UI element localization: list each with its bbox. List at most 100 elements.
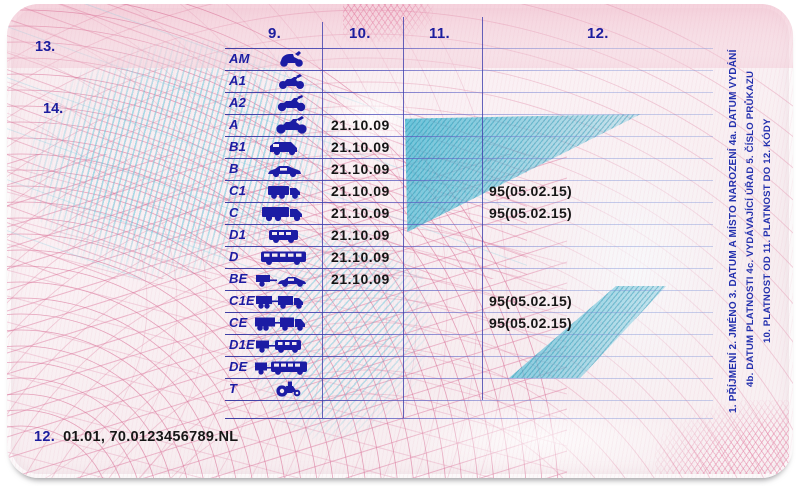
category-row: D1 21.10.09 (0, 224, 800, 246)
minibus-icon (252, 225, 318, 245)
truck-small-trailer-icon (252, 291, 318, 311)
issue-date: 21.10.09 (331, 139, 390, 155)
column-header-12: 12. (587, 25, 609, 42)
table-hline (225, 180, 713, 182)
codes-line: 12. 01.01, 70.0123456789.NL (34, 429, 238, 445)
category-row: T (0, 378, 800, 400)
bus-trailer-icon (252, 357, 318, 377)
table-hline (225, 48, 713, 50)
codes-line-value: 01.01, 70.0123456789.NL (63, 429, 239, 445)
table-vline (403, 17, 405, 418)
white-highlight-bottom (399, 400, 689, 478)
table-hline (225, 356, 713, 358)
table-vline (482, 17, 484, 400)
table-hline (225, 418, 713, 420)
table-hline (225, 400, 713, 402)
table-hline (225, 378, 713, 380)
category-row: B1 21.10.09 (0, 136, 800, 158)
category-code: D1E (229, 337, 255, 352)
category-code: B (229, 161, 239, 176)
truck-trailer-icon (252, 313, 318, 333)
moped-icon (252, 49, 318, 69)
table-hline (225, 246, 713, 248)
pink-bottom-band (7, 4, 793, 68)
issue-date: 21.10.09 (331, 249, 390, 265)
category-code: C1E (229, 293, 255, 308)
issue-date: 21.10.09 (331, 117, 390, 133)
code-95: 95(05.02.15) (489, 293, 572, 309)
category-code: C (229, 205, 239, 220)
codes-line-prefix: 12. (34, 429, 56, 445)
motorcycle-icon (252, 93, 318, 113)
category-code: DE (229, 359, 248, 374)
motorcycle-small-icon (252, 71, 318, 91)
code-95: 95(05.02.15) (489, 315, 572, 331)
category-row: B 21.10.09 (0, 158, 800, 180)
van-icon (252, 137, 318, 157)
issue-date: 21.10.09 (331, 271, 390, 287)
table-hline (225, 268, 713, 270)
issue-date: 21.10.09 (331, 161, 390, 177)
category-code: AM (229, 51, 250, 66)
table-hline (225, 290, 713, 292)
category-row: C1 21.10.09 95(05.02.15) (0, 180, 800, 202)
column-header-9: 9. (268, 25, 282, 42)
issue-date: 21.10.09 (331, 183, 390, 199)
pink-mesh-corner (655, 400, 789, 474)
column-header-10: 10. (349, 25, 371, 42)
category-row: A2 (0, 92, 800, 114)
category-row: A1 (0, 70, 800, 92)
category-code: A1 (229, 73, 247, 88)
table-hline (225, 114, 713, 116)
table-hline (225, 202, 713, 204)
motorcycle-large-icon (252, 115, 318, 135)
category-code: D (229, 249, 239, 264)
code-95: 95(05.02.15) (489, 205, 572, 221)
table-vline (322, 22, 324, 418)
side-legend-line1: 1. PŘÍJMENÍ 2. JMÉNO 3. DATUM A MÍSTO NA… (728, 49, 739, 413)
table-hline (225, 312, 713, 314)
category-row: D 21.10.09 (0, 246, 800, 268)
code-95: 95(05.02.15) (489, 183, 572, 199)
truck-icon (252, 203, 318, 223)
category-code: A2 (229, 95, 247, 110)
column-header-11: 11. (429, 25, 450, 42)
table-hline (225, 224, 713, 226)
table-hline (225, 136, 713, 138)
category-code: A (229, 117, 239, 132)
licence-card-back (7, 4, 793, 478)
truck-small-icon (252, 181, 318, 201)
category-row: BE 21.10.09 (0, 268, 800, 290)
issue-date: 21.10.09 (331, 205, 390, 221)
side-legend-line2: 4b. DATUM PLATNOSTI 4c. VYDÁVAJÍCÍ ÚŘAD … (745, 70, 756, 387)
field-label-14: 14. (43, 101, 64, 117)
side-legend-line3: 10. PLATNOST OD 11. PLATNOST DO 12. KÓDY (762, 118, 773, 343)
category-code: D1 (229, 227, 247, 242)
field-label-13: 13. (35, 39, 56, 55)
white-highlight-small (325, 88, 421, 150)
category-code: BE (229, 271, 248, 286)
category-row: D1E (0, 334, 800, 356)
minibus-trailer-icon (252, 335, 318, 355)
bus-icon (252, 247, 318, 267)
category-row: CE 95(05.02.15) (0, 312, 800, 334)
table-hline (225, 334, 713, 336)
issue-date: 21.10.09 (331, 227, 390, 243)
category-row: C1E 95(05.02.15) (0, 290, 800, 312)
category-code: CE (229, 315, 248, 330)
category-row: AM (0, 48, 800, 70)
table-hline (225, 92, 713, 94)
table-hline (225, 70, 713, 72)
category-row: DE (0, 356, 800, 378)
category-code: T (229, 381, 238, 396)
category-code: C1 (229, 183, 247, 198)
category-code: B1 (229, 139, 247, 154)
category-row: C 21.10.09 95(05.02.15) (0, 202, 800, 224)
print-grain (7, 4, 793, 478)
car-icon (252, 159, 318, 179)
category-row: A 21.10.09 (0, 114, 800, 136)
table-hline (225, 158, 713, 160)
car-trailer-icon (252, 269, 318, 289)
tractor-icon (252, 379, 318, 399)
